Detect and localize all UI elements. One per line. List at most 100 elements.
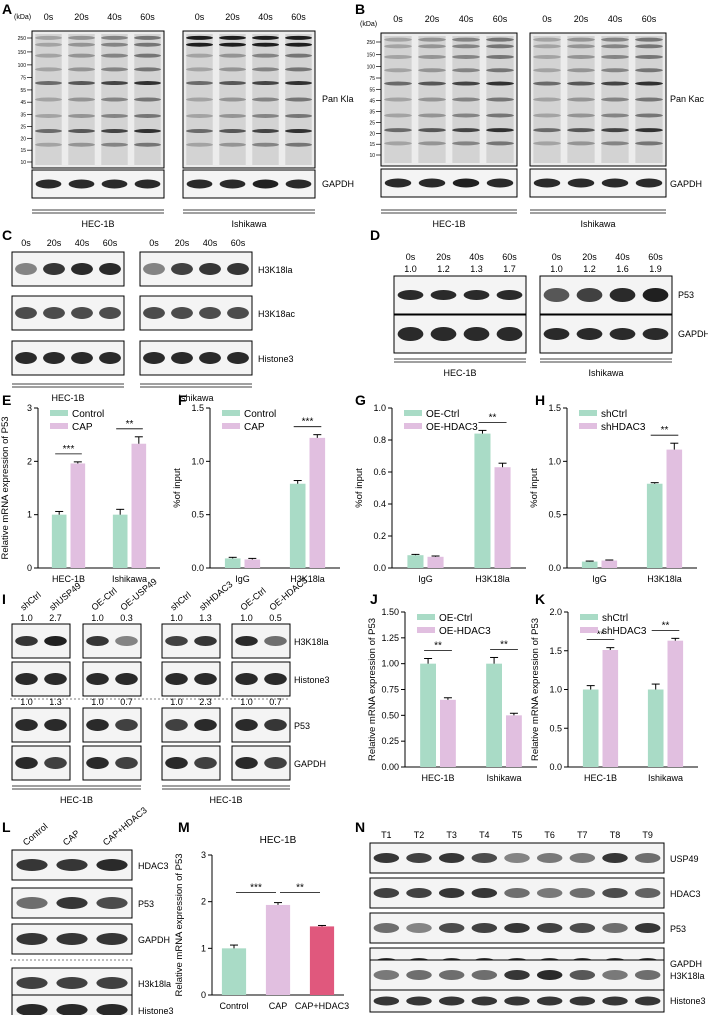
panel-B-markers-label: 55 [369,87,375,93]
panel-B-blot-hec-smear [486,36,514,163]
panel-N-blot-4-band [504,970,530,980]
panel-D-gapdh-hec-band [496,327,523,341]
panel-B-gapdh-hec [380,168,518,198]
panel-C-blot-ish-0 [139,251,253,287]
panel-A-target: Pan Kla [322,94,354,104]
panel-L-blot-4 [11,994,133,1020]
panel-A-blot-ish-band [185,35,214,40]
panel-A-gapdh-hec-band [68,179,95,189]
panel-D-ratios-ish-label: 1.2 [583,264,596,274]
panel-D-ratios-hec: 1.0 1.2 1.3 1.7 [404,264,516,274]
panel-N-blot-2-band [406,923,432,933]
panel-A-blot-ish-band [218,142,247,147]
panel-I-p53-2 [161,707,221,743]
chart-G-legend-label: OE-HDAC3 [426,422,478,433]
panel-N-lane-labels-label: T8 [610,830,621,840]
chart-J-y-tick-label: 0.25 [381,736,399,746]
panel-B-blot-hec [380,32,518,167]
panel-B-blot-ish-band [601,44,629,49]
panel-I-letter: I [2,591,6,607]
panel-A-blot-hec-band [100,67,129,72]
panel-N-lane-labels-label: T5 [512,830,523,840]
panel-D-timepoints-hec-label: 40s [469,252,484,262]
panel-N-blot-0 [369,842,665,874]
panel-A-blot-ish-band [185,129,214,134]
panel-D-gapdh-ish-band [609,328,636,340]
panel-I-p53-ratio: 1.3 [49,697,62,707]
panel-N-blot-1-band [634,888,661,898]
panel-A-gapdh-ish [182,169,316,199]
panel-A-blot-hec-band [67,129,96,134]
panel-D-p53-hec [393,275,527,315]
panel-A-mw-unit: (kDa) [14,14,31,21]
chart-F-sig-label: *** [302,417,314,428]
panel-N-blot-5-band [471,996,498,1006]
panel-B-blot-hec-smear [452,36,480,163]
chart-M-title: HEC-1B [260,835,297,846]
chart-H-y-tick-label: 1.0 [548,456,561,466]
chart-H-y-label: %of input [529,468,540,508]
chart-M-x-tick-label: Control [219,1001,248,1011]
chart-E-sig-label: ** [126,419,134,430]
panel-B-timepoints-hec-label: 60s [493,14,508,24]
chart-M-sig-label: ** [296,883,304,894]
chart-K-y-tick-label: 0.5 [549,723,562,733]
chart-E-y-tick-label: 2 [27,456,32,466]
panel-B-blot-hec-band [452,37,480,42]
panel-A-blot-ish-band [218,42,247,47]
chart-E-letter: E [2,392,11,408]
panel-L-blot-label: GAPDH [138,935,170,945]
panel-D-p53-ish [539,275,673,315]
panel-I-blot-label: GAPDH [294,759,326,769]
chart-K-y-tick-label: 2.0 [549,607,562,617]
panel-D-gapdh-ish-band [576,328,603,340]
panel-I-histone3-3-band [264,673,287,685]
chart-J-y-tick-label: 0.00 [381,762,399,772]
panel-C-blot-hec-2 [11,340,125,376]
panel-I-histone3-3-band [235,673,258,685]
chart-J-legend-label: OE-Ctrl [439,613,472,624]
panel-I-h3-ratio: 1.3 [199,613,212,623]
panel-N-blot-4 [369,959,665,991]
panel-I: shCtrl1.01.0shUSP492.71.3OE-Ctrl1.01.0OE… [10,575,330,805]
panel-A-blot-hec-frame [31,30,165,169]
panel-A-blot-hec-band [34,67,63,72]
panel-D-timepoints-ish: 0s 20s 40s 60s [552,252,664,262]
panel-B-blot-ish-band [635,113,663,118]
panel-L-blot-4-band [56,1004,88,1016]
panel-N-blot-4-band [602,970,628,980]
chart-M-y-tick-label: 3 [201,850,206,860]
panel-A-blot-hec-band [34,81,63,86]
panel-I-histone3-2-band [165,673,188,685]
panel-B-blot-ish-band [567,37,595,42]
panel-N-blot-5-band [602,996,628,1006]
panel-A-blot-ish-smear [252,34,279,165]
panel-D-gapdh-hec-band [397,327,424,341]
panel-I-h3k18la-1 [82,623,142,659]
panel-N-blot-5-band [569,996,596,1006]
panel-B-gapdh-ish-band [567,178,595,188]
panel-C-cell-ish: Ishikawa [140,383,252,403]
panel-A-blot-hec-band [67,67,96,72]
chart-J-y-tick-label: 1.50 [381,607,399,617]
panel-I-gapdh-0 [11,745,71,781]
panel-L-blot-label: HDAC3 [138,861,169,871]
panel-I-h3-ratio: 1.0 [91,613,104,623]
chart-E-bar [51,514,67,568]
chart-H-letter: H [535,392,545,408]
panel-D-gapdh-ish-band [642,328,669,340]
panel-N-blot-2-band [373,923,400,933]
panel-N-blot-label: GAPDH [670,959,702,969]
panel-D-timepoints-ish-label: 40s [615,252,630,262]
panel-A-blot-ish-band [185,81,214,86]
panel-A-blot-ish-band [185,97,214,102]
chart-G: 0.0 0.2 0.4 0.6 0.8 1.0 %of input IgG H3K18la ** O… [354,403,526,584]
chart-G-letter: G [355,392,366,408]
chart-K-bar [667,640,684,767]
panel-A-gapdh-ish-band [285,179,312,189]
panel-B-markers-label: 35 [369,110,375,116]
panel-C-blot-hec-0-band [99,263,121,275]
panel-I-p53-3-band [264,719,287,731]
panel-I-histone3-3 [231,661,291,697]
panel-A-gapdh-ish-band [252,179,279,189]
